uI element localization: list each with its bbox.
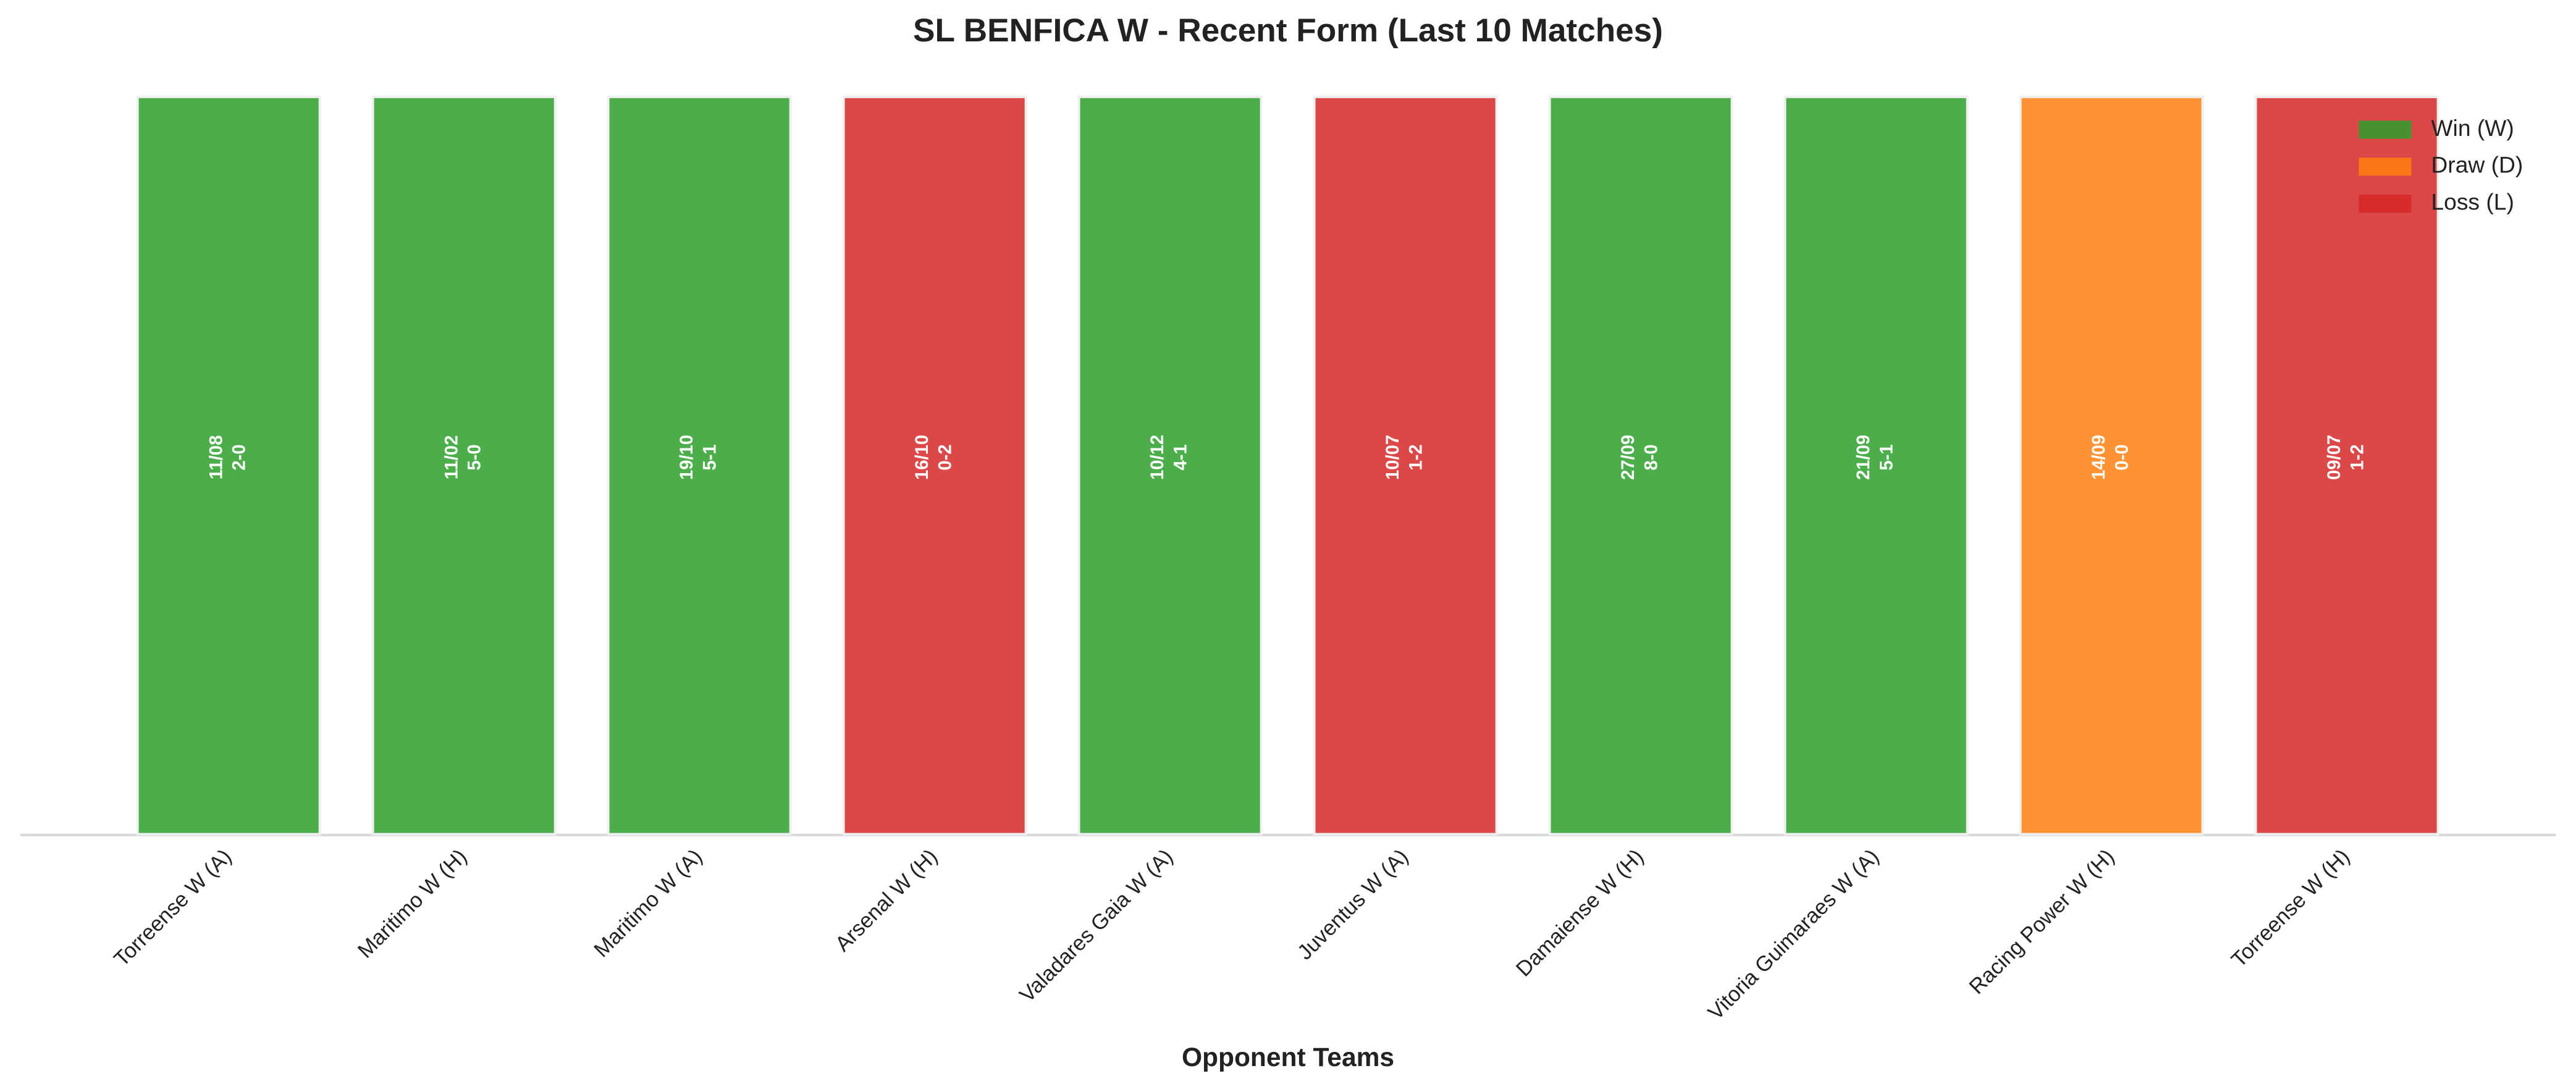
bar [371, 95, 557, 836]
chart-title: SL BENFICA W - Recent Form (Last 10 Matc… [913, 12, 1663, 49]
x-tick-label: Valadares Gaia W (A) [1016, 845, 1178, 1007]
bar-date-label: 09/07 [2325, 435, 2344, 480]
bar-score-label: 8-0 [1641, 444, 1661, 470]
bar-score-label: 0-0 [2112, 444, 2132, 470]
legend-swatch [2359, 120, 2412, 139]
legend-swatch [2359, 195, 2412, 213]
x-tick-label: Maritimo W (A) [590, 845, 707, 962]
x-tick-label: Torreense W (A) [110, 845, 237, 972]
bar-date-label: 14/09 [2089, 435, 2109, 480]
bar-score-label: 1-2 [2347, 444, 2367, 470]
x-tick-label: Juventus W (A) [1293, 845, 1413, 965]
bar-score-label: 0-2 [935, 444, 955, 470]
x-tick-label: Vitoria Guimaraes W (A) [1704, 845, 1884, 1025]
x-axis-label: Opponent Teams [1182, 1043, 1394, 1072]
x-tick-label: Maritimo W (H) [353, 845, 471, 963]
bar-date-label: 16/10 [912, 435, 932, 480]
bar [1548, 95, 1733, 836]
bar-date-label: 19/10 [677, 435, 697, 480]
bar [1313, 95, 1498, 836]
bar-date-label: 10/07 [1383, 435, 1403, 480]
legend-label: Win (W) [2431, 115, 2514, 141]
bar [136, 95, 321, 836]
x-tick-label: Racing Power W (H) [1965, 845, 2119, 999]
bar-score-label: 5-1 [1877, 444, 1896, 470]
x-tick-label: Damaiense W (H) [1512, 845, 1648, 981]
bar-date-label: 10/12 [1148, 435, 1168, 480]
legend-label: Draw (D) [2431, 152, 2523, 178]
bar-date-label: 11/08 [206, 435, 226, 480]
bar [2019, 95, 2204, 836]
bar-score-label: 1-2 [1406, 444, 1426, 470]
bar-score-label: 2-0 [230, 444, 250, 470]
bar-score-label: 5-0 [465, 444, 484, 470]
bar [1077, 95, 1263, 836]
x-tick-label: Torreense W (H) [2227, 845, 2354, 972]
x-tick-label: Arsenal W (H) [831, 845, 942, 956]
bar-date-label: 27/09 [1618, 435, 1638, 480]
bar [607, 95, 792, 836]
legend-label: Loss (L) [2431, 189, 2514, 215]
bar [1783, 95, 1969, 836]
bar-score-label: 4-1 [1171, 444, 1190, 470]
legend-swatch [2359, 158, 2412, 176]
bar-date-label: 11/02 [442, 435, 461, 480]
bar [842, 95, 1027, 836]
bar-score-label: 5-1 [700, 444, 720, 470]
bar-date-label: 21/09 [1854, 435, 1874, 480]
bar [2254, 95, 2439, 836]
